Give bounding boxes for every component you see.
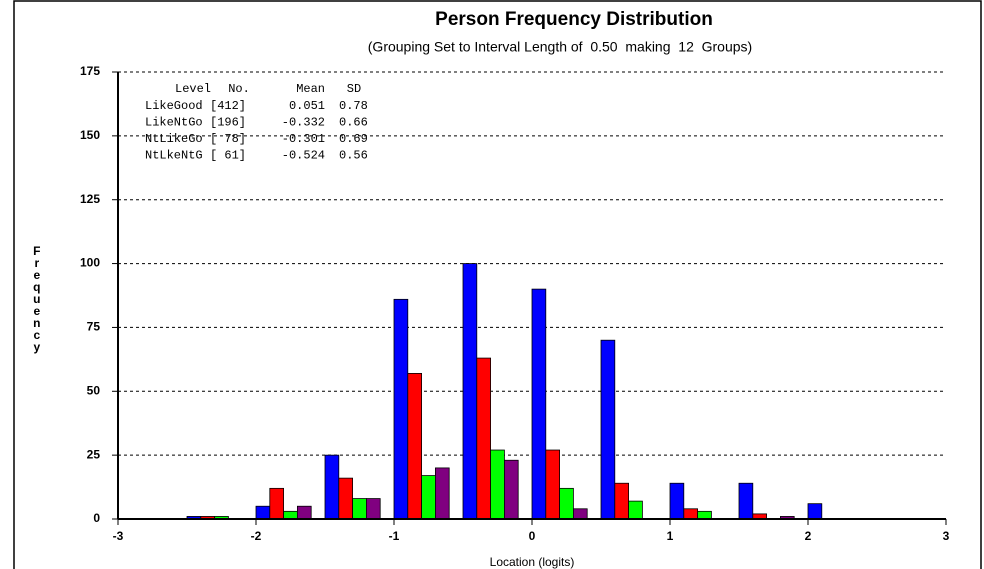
bar xyxy=(503,459,519,520)
legend-mean: -0.524 xyxy=(282,149,325,163)
bar xyxy=(324,454,340,520)
y-tick-label: 0 xyxy=(93,511,100,525)
x-tick-label: 3 xyxy=(943,529,950,543)
legend-header: No. xyxy=(228,82,250,96)
legend-mean: 0.051 xyxy=(289,99,325,113)
bar xyxy=(421,475,436,520)
bar xyxy=(807,503,823,520)
y-tick-label: 175 xyxy=(80,64,100,78)
legend-mean: -0.332 xyxy=(282,116,325,130)
legend-header: SD xyxy=(347,82,361,96)
bar xyxy=(573,508,588,520)
x-tick-label: -1 xyxy=(389,529,400,543)
bar xyxy=(462,263,478,520)
bar xyxy=(283,510,298,520)
bar xyxy=(559,487,574,520)
bar xyxy=(683,508,698,520)
y-tick-label: 150 xyxy=(80,128,100,142)
bar xyxy=(669,482,685,520)
legend-sd: 0.66 xyxy=(339,116,368,130)
legend-count: [ 61] xyxy=(210,149,246,163)
y-tick-label: 125 xyxy=(80,192,100,206)
bar xyxy=(352,498,367,520)
x-axis-label: Location (logits) xyxy=(490,555,575,569)
legend-header: Level xyxy=(175,82,211,96)
bar xyxy=(269,487,284,520)
y-axis-label: Frequency xyxy=(30,244,44,354)
legend-count: [ 78] xyxy=(210,132,246,146)
legend-name: LikeNtGo xyxy=(145,116,203,130)
legend-name: NtLikeGo xyxy=(145,132,203,146)
bar xyxy=(407,373,422,520)
legend-sd: 0.56 xyxy=(339,149,368,163)
legend-name: LikeGood xyxy=(145,99,203,113)
bar xyxy=(476,357,491,520)
legend-sd: 0.69 xyxy=(339,132,368,146)
legend-count: [412] xyxy=(210,99,246,113)
chart-subtitle: (Grouping Set to Interval Length of 0.50… xyxy=(368,39,752,55)
x-tick-label: 1 xyxy=(667,529,674,543)
bar xyxy=(365,498,381,520)
y-tick-label: 25 xyxy=(87,447,101,461)
bar xyxy=(255,505,271,520)
legend-count: [196] xyxy=(210,116,246,130)
bar xyxy=(296,505,312,520)
legend-sd: 0.78 xyxy=(339,99,368,113)
legend-mean: -0.301 xyxy=(282,132,325,146)
chart-title: Person Frequency Distribution xyxy=(435,9,713,30)
bar xyxy=(614,482,629,520)
bar xyxy=(545,449,560,520)
x-tick-label: 2 xyxy=(805,529,812,543)
window-frame xyxy=(13,0,982,569)
bar xyxy=(738,482,754,520)
bar xyxy=(434,467,450,520)
x-tick-label: -3 xyxy=(113,529,124,543)
y-tick-label: 50 xyxy=(87,383,101,397)
bar xyxy=(338,477,353,520)
legend-name: NtLkeNtG xyxy=(145,149,203,163)
bar xyxy=(531,288,547,520)
y-tick-label: 100 xyxy=(80,256,100,270)
bar xyxy=(600,339,616,520)
bar xyxy=(490,449,505,520)
legend-header: Mean xyxy=(296,82,325,96)
x-tick-label: -2 xyxy=(251,529,262,543)
bar xyxy=(393,298,409,520)
bar xyxy=(697,510,712,520)
x-tick-label: 0 xyxy=(529,529,536,543)
bar xyxy=(628,500,643,520)
y-tick-label: 75 xyxy=(87,320,101,334)
